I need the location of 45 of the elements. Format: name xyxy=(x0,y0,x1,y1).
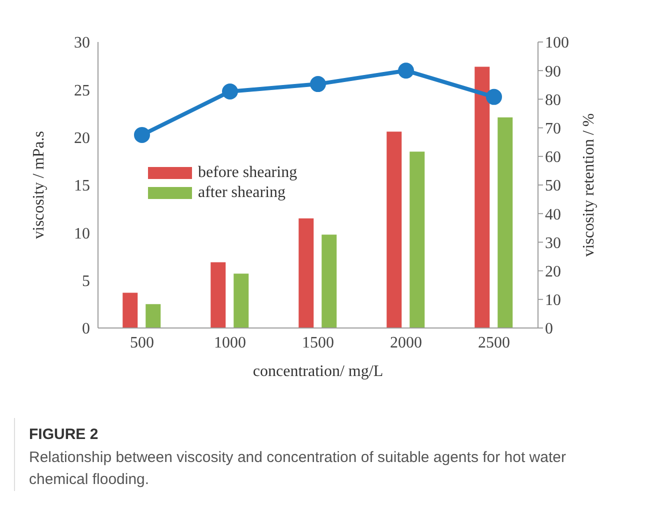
text: Relationship between viscosity and concentration of suitable agents for hot water chemical flooding. xyxy=(29,448,567,490)
y-tick-label: 10 xyxy=(74,225,90,242)
y2-tick-label: 50 xyxy=(545,178,561,195)
legend-label: before shearing xyxy=(198,163,298,183)
y-axis-title: viscosity / mPa.s xyxy=(30,130,48,240)
x-tick-label: 2000 xyxy=(390,334,422,352)
y2-tick-label: 10 xyxy=(545,292,561,310)
y-tick-label: 25 xyxy=(74,82,90,100)
text: FIGURE 2 xyxy=(29,426,100,443)
y-tick-label: 5 xyxy=(82,273,90,290)
bar xyxy=(386,132,402,328)
y-tick-label: 0 xyxy=(82,320,90,338)
y2-tick-label: 30 xyxy=(545,234,561,252)
y2-tick-label: 70 xyxy=(545,120,561,138)
point xyxy=(134,126,150,143)
y-tick-label: 20 xyxy=(74,130,90,148)
point xyxy=(398,62,414,79)
bar xyxy=(498,117,513,328)
x-axis-title: concentration/ mg/L xyxy=(252,363,384,380)
y2-tick-label: 80 xyxy=(545,92,561,109)
legend-label: after shearing xyxy=(198,183,287,203)
bar xyxy=(410,152,425,328)
point xyxy=(310,76,326,92)
x-tick-label: 2500 xyxy=(478,334,510,352)
y2-tick-label: 20 xyxy=(545,263,561,280)
bar xyxy=(146,304,161,328)
y2-tick-label: 100 xyxy=(545,34,569,52)
y2-axis-title: viscosity retention / % xyxy=(580,113,598,257)
y2-tick-label: 60 xyxy=(545,149,561,166)
y-tick-label: 30 xyxy=(74,34,90,52)
y2-tick-label: 40 xyxy=(545,206,561,224)
bar xyxy=(210,262,226,328)
y-tick-label: 15 xyxy=(74,178,90,195)
x-tick-label: 1000 xyxy=(214,334,246,352)
bar xyxy=(234,274,249,328)
bar xyxy=(298,218,314,328)
bar xyxy=(122,292,138,328)
y2-tick-label: 90 xyxy=(545,63,561,80)
bar xyxy=(474,66,490,328)
x-tick-label: 1500 xyxy=(302,334,334,352)
point xyxy=(486,88,502,105)
x-tick-label: 500 xyxy=(130,334,154,352)
y2-tick-label: 0 xyxy=(545,320,553,338)
bar xyxy=(322,234,337,328)
point xyxy=(222,83,238,100)
